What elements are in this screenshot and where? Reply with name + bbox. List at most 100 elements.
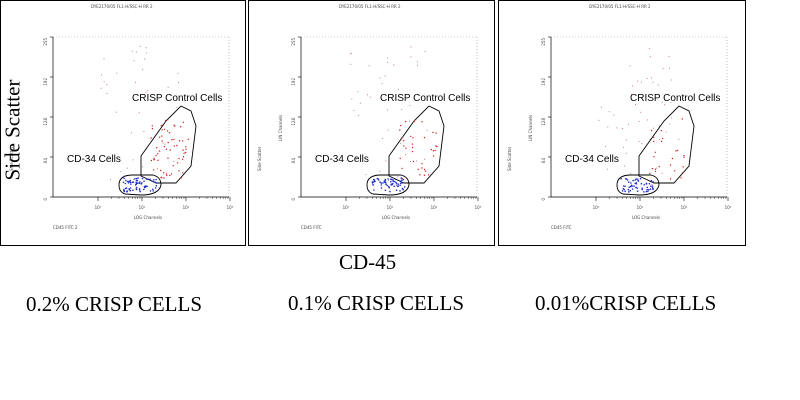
cd34-cell-dot xyxy=(634,179,636,181)
background-event-dot xyxy=(133,60,135,62)
background-event-dot xyxy=(656,167,658,169)
cd34-cell-dot xyxy=(383,181,386,184)
crisp-cell-dot xyxy=(157,159,159,162)
background-event-dot xyxy=(350,63,352,65)
crisp-cell-dot xyxy=(182,156,185,158)
cd34-cell-dot xyxy=(126,180,129,183)
cd34-cell-dot xyxy=(124,182,127,185)
cd34-cell-dot xyxy=(643,191,645,193)
cd34-gate-label: CD-34 Cells xyxy=(315,154,369,165)
background-event-dot xyxy=(145,92,147,94)
cd34-cell-dot xyxy=(621,190,624,192)
background-event-dot xyxy=(131,50,133,52)
x-tick-label: 10² xyxy=(183,205,190,210)
background-event-dot xyxy=(649,56,651,58)
x-axis-label: LOG Channels xyxy=(382,215,410,220)
cd34-cell-dot xyxy=(650,179,653,182)
cd34-cell-dot xyxy=(628,186,630,188)
background-event-dot xyxy=(106,93,108,95)
cd34-cell-dot xyxy=(628,191,630,193)
cd34-cell-dot xyxy=(132,189,134,192)
background-event-dot xyxy=(646,119,648,121)
crisp-cell-dot xyxy=(185,148,187,150)
background-event-dot xyxy=(394,98,396,100)
y-axis-label: Side Scatter xyxy=(9,146,14,171)
cd34-cell-dot xyxy=(624,185,626,188)
cd34-cell-dot xyxy=(155,184,158,187)
cd34-cell-dot xyxy=(396,185,399,187)
cd34-cell-dot xyxy=(387,185,390,188)
background-event-dot xyxy=(388,179,389,181)
crisp-cell-dot xyxy=(151,127,154,130)
cd34-cell-dot xyxy=(637,179,639,181)
background-event-dot xyxy=(637,80,638,82)
cd34-cell-dot xyxy=(135,177,138,180)
crisp-cell-dot xyxy=(435,145,437,147)
x-tick-label: 10⁰ xyxy=(95,205,102,210)
cd34-cell-dot xyxy=(154,181,157,184)
background-event-dot xyxy=(106,84,108,86)
cd34-cell-dot xyxy=(390,180,392,183)
y-tick-label: 192 xyxy=(541,78,546,86)
background-event-dot xyxy=(641,81,642,83)
crisp-cell-dot xyxy=(412,160,415,163)
cd34-cell-dot xyxy=(397,183,399,185)
crisp-cell-dot xyxy=(401,167,403,170)
x-axis-label: LOG Channels xyxy=(134,215,162,220)
crisp-cell-dot xyxy=(158,136,161,138)
crisp-cell-dot xyxy=(423,174,426,176)
background-event-dot xyxy=(146,90,148,92)
cd34-cell-dot xyxy=(622,185,625,187)
background-event-dot xyxy=(669,123,671,125)
background-event-dot xyxy=(657,84,659,86)
cd34-cell-dot xyxy=(392,179,394,181)
background-event-dot xyxy=(625,152,627,154)
cd34-cell-dot xyxy=(652,181,654,183)
background-event-dot xyxy=(409,105,411,107)
y-tick-label: 255 xyxy=(541,38,546,46)
crisp-cell-dot xyxy=(651,167,654,170)
cd34-cell-dot xyxy=(391,183,393,186)
background-event-dot xyxy=(103,58,105,60)
cd34-cell-dot xyxy=(635,186,637,189)
crisp-cell-dot xyxy=(682,166,684,168)
crisp-cell-dot xyxy=(401,177,404,180)
crisp-cell-dot xyxy=(402,140,405,142)
scatter-plot-1: DYE2170/05 FL1-H/SSC-H RR 2 0 64 128 192 255 1… xyxy=(9,4,234,230)
crisp-cell-dot xyxy=(399,157,401,159)
crisp-cell-dot xyxy=(413,120,415,123)
cd34-cell-dot xyxy=(149,178,151,181)
crisp-cell-dot xyxy=(411,146,414,149)
crisp-cell-dot xyxy=(169,149,171,151)
y-axis-label: Side Scatter xyxy=(507,146,512,171)
crisp-cell-dot xyxy=(671,157,674,160)
background-event-dot xyxy=(100,87,102,89)
cd34-cell-dot xyxy=(647,190,649,193)
crisp-cell-dot xyxy=(421,163,423,165)
crisp-cell-dot xyxy=(162,172,165,174)
crisp-cell-dot xyxy=(662,137,664,140)
background-event-dot xyxy=(623,165,625,167)
y-tick-label: 128 xyxy=(43,118,48,126)
crisp-cell-dot xyxy=(435,132,437,134)
background-event-dot xyxy=(661,101,663,103)
background-event-dot xyxy=(387,129,389,131)
crisp-cell-dot xyxy=(170,173,173,175)
background-event-dot xyxy=(622,128,623,129)
background-event-dot xyxy=(369,96,371,98)
background-event-dot xyxy=(652,81,654,83)
background-event-dot xyxy=(349,53,351,55)
cd34-cell-dot xyxy=(636,190,639,192)
crisp-cell-dot xyxy=(151,125,153,127)
x-axis-label: LOG Channels xyxy=(632,215,660,220)
cd34-cell-dot xyxy=(123,190,125,193)
crisp-cell-dot xyxy=(178,140,181,142)
cd34-cell-dot xyxy=(636,187,638,189)
cd34-cell-dot xyxy=(153,181,155,183)
cd34-cell-dot xyxy=(384,189,387,192)
plot-header: DYE2170/05 FL1-H/SSC-H RR 2 xyxy=(91,4,153,9)
crisp-cell-dot xyxy=(167,157,169,159)
crisp-cell-dot xyxy=(169,174,171,177)
cd34-gate xyxy=(118,174,162,196)
cd34-cell-dot xyxy=(131,181,134,184)
